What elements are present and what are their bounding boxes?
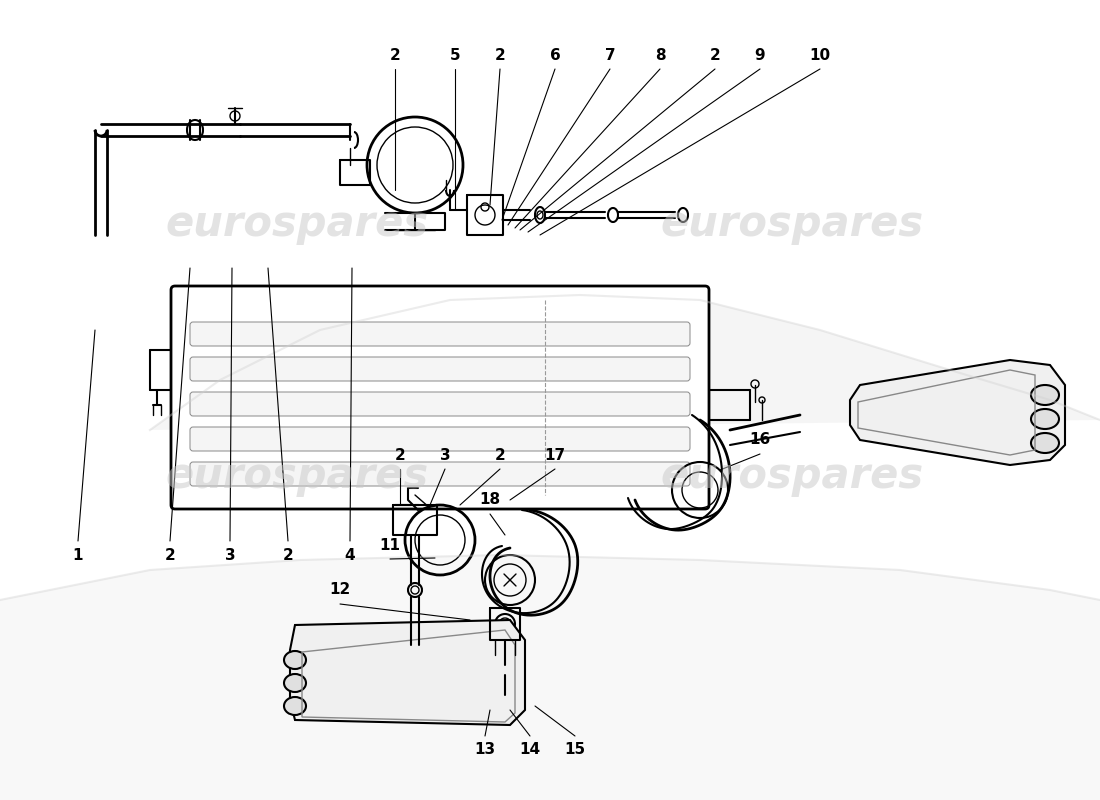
- Text: 2: 2: [495, 47, 505, 62]
- Ellipse shape: [284, 674, 306, 692]
- Text: 17: 17: [544, 447, 565, 462]
- Text: 11: 11: [379, 538, 400, 553]
- Text: 1: 1: [73, 547, 84, 562]
- Text: 2: 2: [283, 547, 294, 562]
- Ellipse shape: [1031, 409, 1059, 429]
- FancyBboxPatch shape: [190, 392, 690, 416]
- Polygon shape: [850, 360, 1065, 465]
- FancyBboxPatch shape: [170, 286, 710, 509]
- Text: 5: 5: [450, 47, 460, 62]
- Text: eurospares: eurospares: [165, 455, 429, 497]
- Text: eurospares: eurospares: [165, 203, 429, 245]
- Text: 6: 6: [550, 47, 560, 62]
- Text: 2: 2: [165, 547, 175, 562]
- Ellipse shape: [1031, 385, 1059, 405]
- Text: 10: 10: [810, 47, 830, 62]
- Text: 18: 18: [480, 493, 501, 507]
- FancyBboxPatch shape: [190, 322, 690, 346]
- Text: 13: 13: [474, 742, 496, 758]
- Text: 2: 2: [389, 47, 400, 62]
- Ellipse shape: [284, 697, 306, 715]
- Polygon shape: [0, 555, 1100, 800]
- Text: 16: 16: [749, 433, 771, 447]
- Ellipse shape: [1031, 433, 1059, 453]
- Text: 2: 2: [710, 47, 720, 62]
- Text: 9: 9: [755, 47, 766, 62]
- Text: 2: 2: [495, 447, 505, 462]
- Text: 8: 8: [654, 47, 666, 62]
- Text: 2: 2: [395, 447, 406, 462]
- Text: 7: 7: [605, 47, 615, 62]
- Text: 4: 4: [344, 547, 355, 562]
- FancyBboxPatch shape: [190, 357, 690, 381]
- Text: 15: 15: [564, 742, 585, 758]
- Text: eurospares: eurospares: [660, 455, 924, 497]
- Text: 3: 3: [224, 547, 235, 562]
- Polygon shape: [290, 620, 525, 725]
- Polygon shape: [150, 295, 1100, 430]
- Text: 12: 12: [329, 582, 351, 598]
- Ellipse shape: [284, 651, 306, 669]
- FancyBboxPatch shape: [190, 462, 690, 486]
- Text: eurospares: eurospares: [660, 203, 924, 245]
- Text: 14: 14: [519, 742, 540, 758]
- FancyBboxPatch shape: [190, 427, 690, 451]
- Text: 3: 3: [440, 447, 450, 462]
